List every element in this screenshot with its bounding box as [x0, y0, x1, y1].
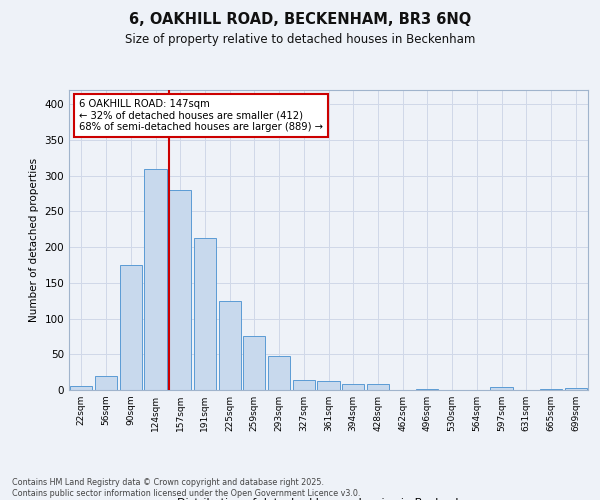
Text: Contains HM Land Registry data © Crown copyright and database right 2025.
Contai: Contains HM Land Registry data © Crown c…: [12, 478, 361, 498]
Bar: [490, 387, 512, 390]
Bar: [317, 380, 340, 390]
X-axis label: Distribution of detached houses by size in Beckenham: Distribution of detached houses by size …: [177, 498, 480, 500]
Bar: [95, 376, 117, 390]
Bar: [243, 336, 265, 390]
Bar: [169, 190, 191, 390]
Bar: [218, 300, 241, 390]
Bar: [565, 388, 587, 390]
Bar: [416, 388, 439, 390]
Text: Size of property relative to detached houses in Beckenham: Size of property relative to detached ho…: [125, 32, 475, 46]
Bar: [194, 238, 216, 390]
Text: 6 OAKHILL ROAD: 147sqm
← 32% of detached houses are smaller (412)
68% of semi-de: 6 OAKHILL ROAD: 147sqm ← 32% of detached…: [79, 99, 323, 132]
Text: 6, OAKHILL ROAD, BECKENHAM, BR3 6NQ: 6, OAKHILL ROAD, BECKENHAM, BR3 6NQ: [129, 12, 471, 28]
Bar: [540, 388, 562, 390]
Bar: [342, 384, 364, 390]
Bar: [367, 384, 389, 390]
Bar: [70, 386, 92, 390]
Bar: [268, 356, 290, 390]
Bar: [119, 265, 142, 390]
Y-axis label: Number of detached properties: Number of detached properties: [29, 158, 39, 322]
Bar: [145, 168, 167, 390]
Bar: [293, 380, 315, 390]
